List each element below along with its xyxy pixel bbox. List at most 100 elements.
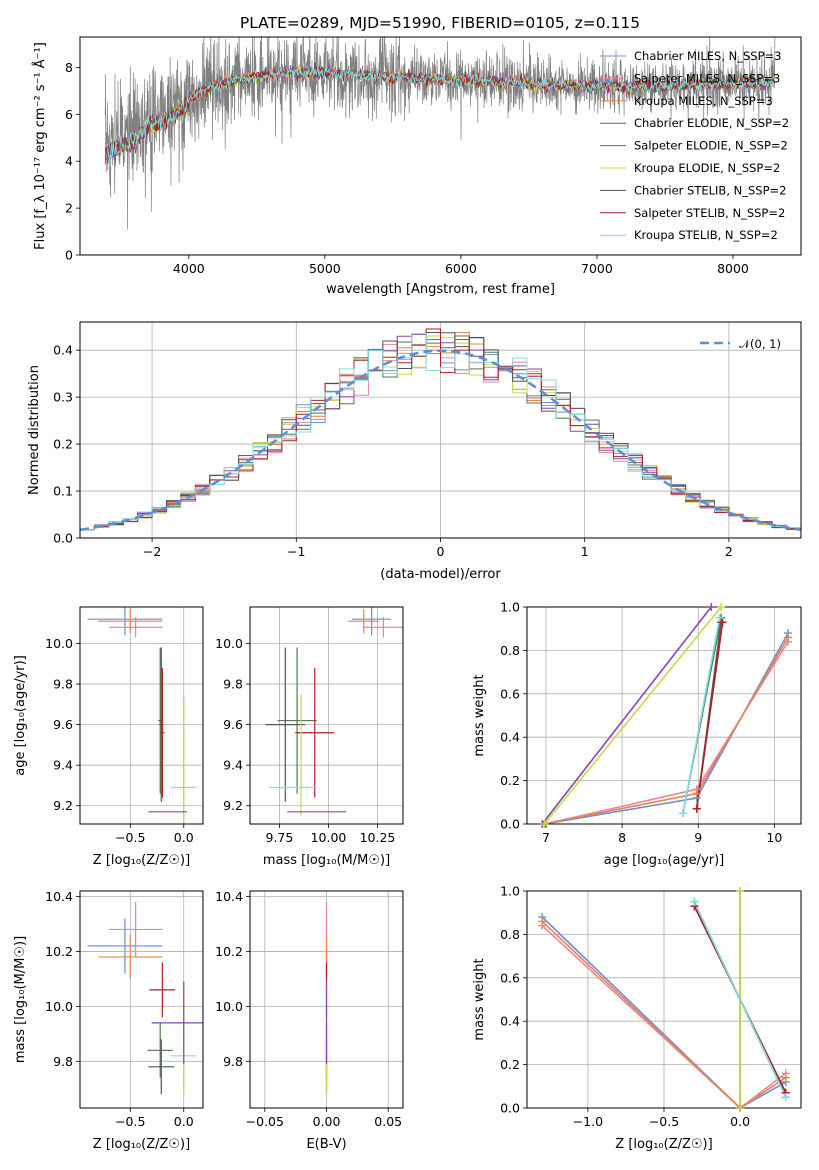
x-tick-label: −0.5	[115, 1114, 145, 1129]
y-tick-label: 9.8	[223, 1054, 243, 1069]
legend-label: Kroupa STELIB, N_SSP=2	[634, 228, 778, 242]
mass-weight-line	[541, 925, 787, 1108]
x-tick-label: −0.5	[115, 830, 145, 845]
plus-marker	[538, 917, 547, 926]
legend-label: Salpeter ELODIE, N_SSP=2	[634, 139, 788, 153]
y-tick-label: 9.6	[223, 717, 243, 732]
x-axis-label: mass [log₁₀(M/M☉)]	[263, 853, 390, 868]
x-tick-label: 9.75	[266, 830, 294, 845]
legend-label: Salpeter STELIB, N_SSP=2	[634, 206, 785, 220]
axes-frame	[79, 606, 204, 825]
y-tick-label: 2	[65, 201, 73, 216]
panel-2: −0.5 0.0 9.2 9.4 9.6 9.8 10.0 Z [log₁₀(Z/Z☉)] ag…	[13, 606, 204, 868]
y-tick-label: 0.4	[53, 343, 73, 358]
y-tick-label: 9.2	[223, 798, 243, 813]
x-tick-label: −1	[287, 544, 305, 559]
y-tick-label: 0.8	[500, 643, 520, 658]
x-axis-label: wavelength [Angstrom, rest frame]	[326, 282, 555, 297]
x-axis-label: E(B-V)	[306, 1137, 346, 1152]
plus-marker	[781, 1093, 790, 1102]
plot-area	[541, 607, 789, 824]
plus-marker	[715, 613, 724, 622]
plot-area	[87, 901, 203, 1095]
model-line	[104, 65, 775, 163]
x-axis-label: Z [log₁₀(Z/Z☉)]	[93, 853, 190, 868]
y-tick-label: 4	[65, 154, 73, 169]
plot-area	[541, 891, 787, 1108]
y-tick-label: 9.4	[223, 758, 243, 773]
legend-label: Chabrier ELODIE, N_SSP=2	[634, 116, 789, 130]
panel-5: −0.5 0.0 9.8 10.0 10.2 10.4 Z [log₁₀(Z/Z☉)] mas…	[13, 889, 204, 1152]
x-tick-label: 1	[581, 544, 589, 559]
x-tick-label: 0.0	[174, 1114, 194, 1129]
x-tick-label: 9	[694, 830, 702, 845]
y-tick-label: 1.0	[500, 884, 520, 899]
y-axis-label: mass weight	[472, 958, 487, 1040]
plus-marker	[736, 887, 745, 895]
y-axis-label: mass [log₁₀(M/M☉)]	[13, 936, 28, 1063]
plot-area	[80, 328, 801, 532]
x-axis-label: age [log₁₀(age/yr)]	[604, 853, 725, 868]
plus-marker	[679, 809, 688, 818]
y-tick-label: 9.2	[53, 798, 73, 813]
y-tick-label: 0.4	[500, 730, 520, 745]
y-tick-label: 0.1	[53, 484, 73, 499]
axes-frame	[249, 606, 404, 825]
panel-3: 9.75 10.00 10.25 9.2 9.4 9.6 9.8 10.0 mass [log₁…	[215, 606, 404, 868]
mass-weight-line	[544, 641, 789, 824]
y-tick-label: 10.0	[45, 999, 73, 1014]
legend: Chabrier MILES, N_SSP=3 Salpeter MILES, N…	[600, 49, 789, 242]
y-tick-label: 10.0	[215, 636, 243, 651]
x-tick-label: 0	[437, 544, 445, 559]
plus-marker	[692, 804, 701, 813]
mass-weight-line	[543, 607, 722, 824]
legend-label: Chabrier MILES, N_SSP=3	[634, 49, 781, 63]
x-axis-label: (data-model)/error	[380, 567, 501, 582]
y-tick-label: 10.4	[215, 889, 243, 904]
y-tick-label: 0.2	[53, 437, 73, 452]
y-tick-label: 10.2	[45, 944, 73, 959]
x-tick-label: −1.0	[573, 1114, 603, 1129]
panel-0: 4000 5000 6000 7000 8000 0 2 4 6 8 wavelength [Ang…	[32, 36, 802, 297]
y-tick-label: 6	[65, 107, 73, 122]
y-tick-label: 9.8	[223, 677, 243, 692]
legend-label: Chabrier STELIB, N_SSP=2	[634, 183, 786, 197]
x-tick-label: 2	[725, 544, 733, 559]
panel-6: −0.05 0.00 0.05 9.8 10.0 10.2 10.4 E(B-V)	[215, 889, 404, 1152]
x-tick-label: 6000	[445, 261, 477, 276]
x-tick-label: 10.25	[360, 830, 396, 845]
x-tick-label: −2	[143, 544, 161, 559]
x-tick-label: 5000	[309, 261, 341, 276]
y-tick-label: 0.6	[500, 686, 520, 701]
plus-marker	[540, 820, 549, 828]
x-tick-label: 8	[618, 830, 626, 845]
plus-marker	[692, 789, 701, 798]
y-tick-label: 0.6	[500, 970, 520, 985]
plot-area	[87, 607, 197, 824]
y-tick-label: 0.0	[500, 1101, 520, 1116]
y-tick-label: 0.0	[53, 531, 73, 546]
normal-curve	[80, 349, 801, 532]
x-axis-label: Z [log₁₀(Z/Z☉)]	[93, 1137, 190, 1152]
y-tick-label: 0.4	[500, 1014, 520, 1029]
figure-title: PLATE=0289, MJD=51990, FIBERID=0105, z=0…	[240, 14, 640, 32]
mass-weight-line	[693, 901, 787, 1098]
legend-label: Salpeter MILES, N_SSP=3	[634, 71, 780, 85]
panel-1: −2 −1 0 1 2 0.0 0.1 0.2 0.3 0.4 (data-model)/error…	[27, 321, 802, 582]
x-tick-label: 0.00	[313, 1114, 341, 1129]
y-tick-label: 9.6	[53, 717, 73, 732]
x-tick-label: 8000	[717, 261, 749, 276]
axes-frame	[526, 606, 802, 825]
y-tick-label: 10.2	[215, 944, 243, 959]
y-tick-label: 10.0	[215, 999, 243, 1014]
y-axis-label: Normed distribution	[27, 365, 42, 495]
x-axis-label: Z [log₁₀(Z/Z☉)]	[615, 1137, 712, 1152]
y-tick-label: 10.0	[45, 636, 73, 651]
x-tick-label: 10.00	[311, 830, 347, 845]
x-tick-label: 7	[542, 830, 550, 845]
x-tick-label: 10	[766, 830, 782, 845]
data-spectrum	[104, 37, 776, 230]
plus-marker	[718, 618, 727, 627]
plus-marker	[736, 1104, 745, 1112]
